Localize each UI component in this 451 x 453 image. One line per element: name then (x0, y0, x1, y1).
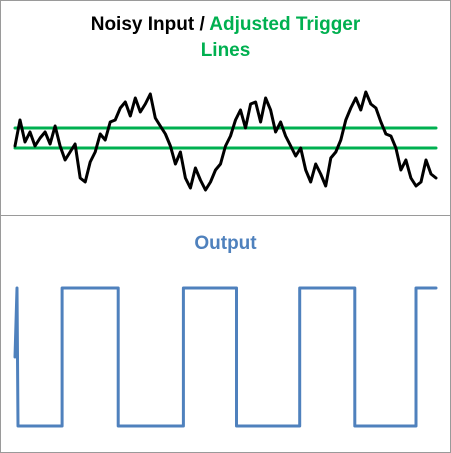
output-panel: Output (1, 216, 450, 452)
output-plot (13, 286, 438, 428)
noisy-input-panel: Noisy Input / Adjusted Trigger Lines (1, 1, 450, 215)
noisy-series-line-2 (13, 90, 438, 192)
noisy-input-title: Noisy Input / Adjusted Trigger Lines (1, 12, 450, 64)
output-title: Output (194, 233, 257, 254)
output-series-line-0 (13, 286, 438, 428)
title-noisy-input: Noisy Input / (90, 14, 210, 35)
title-lines: Lines (200, 40, 251, 61)
panel-divider (1, 215, 450, 216)
title-adjusted-trigger: Adjusted Trigger (209, 14, 361, 35)
noisy-input-plot (13, 90, 438, 192)
